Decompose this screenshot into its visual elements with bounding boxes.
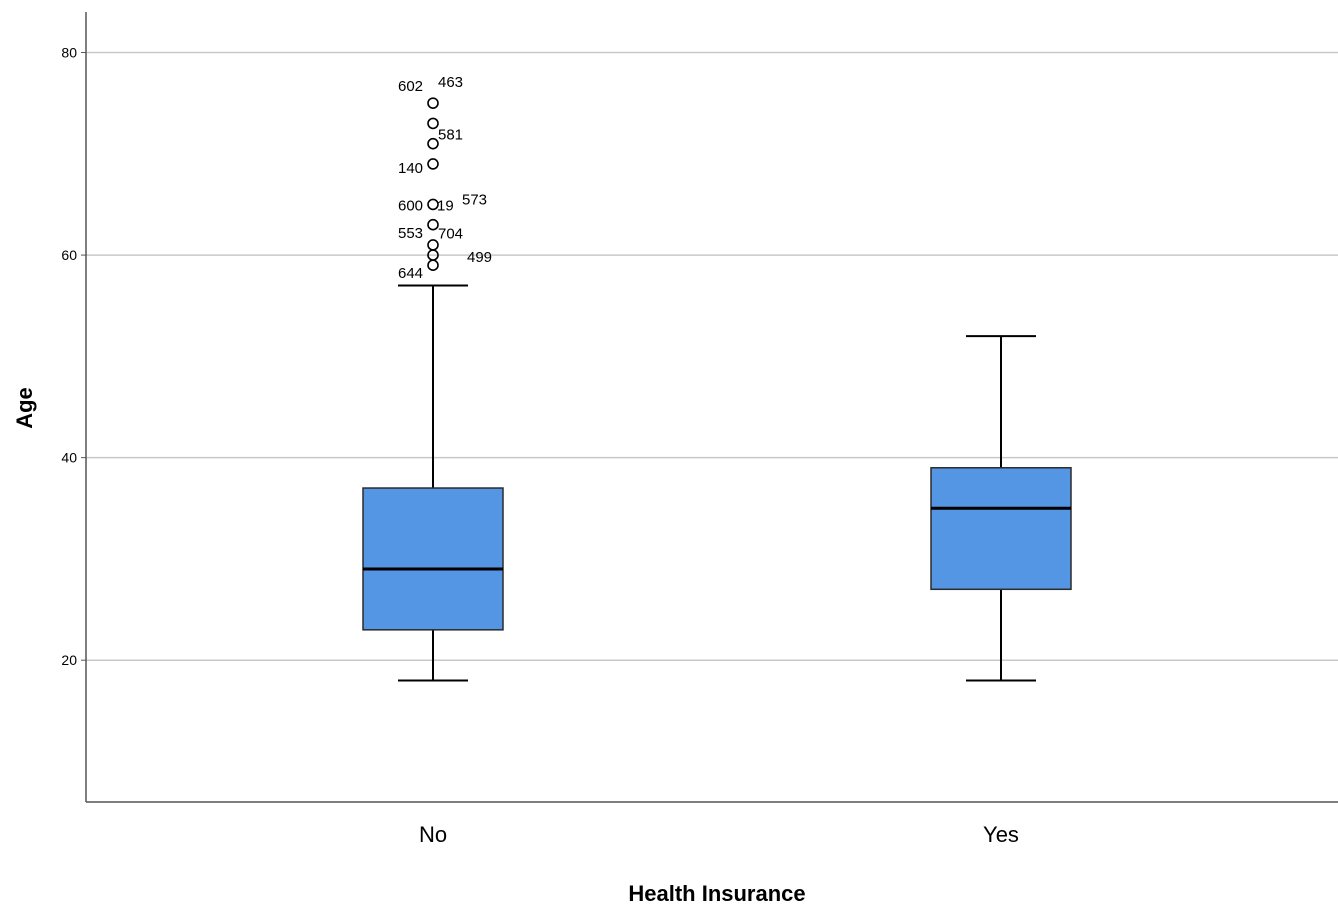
iqr-box	[930, 467, 1072, 591]
outlier-point	[427, 198, 439, 211]
y-axis-title: Age	[12, 387, 37, 429]
outlier-label: 463	[438, 74, 463, 91]
outlier-label: 644	[398, 265, 423, 282]
iqr-box	[362, 487, 504, 631]
outlier-label: 581	[438, 127, 463, 144]
x-axis-title: Health Insurance	[628, 881, 805, 906]
outliers: 602 463 581 140 600 19 573 704 553 499 644	[398, 74, 492, 282]
outlier-label: 573	[462, 191, 487, 208]
outlier-point	[427, 97, 439, 109]
outlier-label: 553	[398, 225, 423, 242]
boxes	[362, 284, 1072, 682]
outlier-label: 19	[437, 197, 454, 214]
x-tick-label: Yes	[983, 822, 1019, 847]
outlier-label: 499	[467, 249, 492, 266]
y-tick-label: 60	[61, 247, 77, 263]
x-tick-label: No	[419, 822, 447, 847]
axes: 20 40 60 80 No Yes	[61, 12, 1338, 847]
outlier-label: 602	[398, 78, 423, 95]
outlier-point	[427, 239, 439, 251]
outlier-point	[427, 158, 439, 170]
gridlines	[86, 51, 1338, 661]
box-yes	[930, 335, 1072, 682]
outlier-label: 140	[398, 160, 423, 177]
outlier-point	[427, 117, 439, 130]
outlier-point	[427, 259, 439, 272]
outlier-label: 704	[438, 226, 463, 243]
y-tick-label: 20	[61, 652, 77, 668]
outlier-point	[427, 218, 439, 231]
outlier-point	[427, 137, 439, 150]
outlier-label: 600	[398, 197, 423, 214]
y-tick-label: 40	[61, 450, 77, 466]
box-no	[362, 284, 504, 682]
y-tick-label: 80	[61, 45, 77, 61]
